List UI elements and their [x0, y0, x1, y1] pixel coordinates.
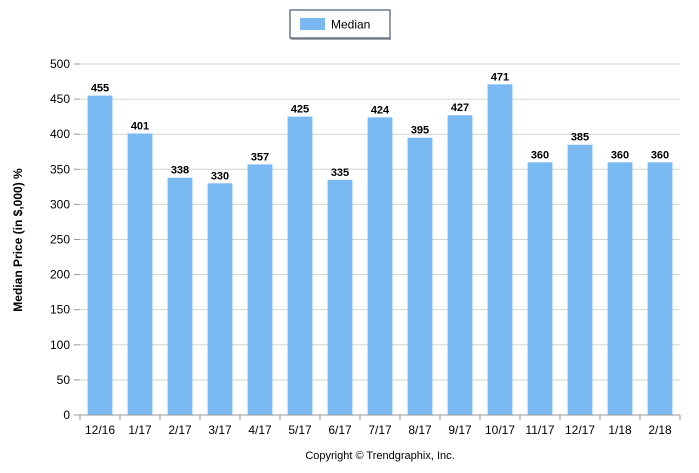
bar	[607, 162, 633, 415]
bar	[527, 162, 553, 415]
data-label: 335	[331, 167, 349, 179]
x-tick-label: 10/17	[485, 423, 515, 437]
data-label: 360	[651, 149, 669, 161]
bar	[327, 179, 353, 415]
data-label: 455	[91, 83, 109, 95]
bar	[247, 164, 273, 415]
x-tick-label: 11/17	[525, 423, 554, 437]
x-tick-label: 2/17	[168, 423, 192, 437]
y-tick-label: 100	[50, 338, 70, 352]
x-tick-label: 5/17	[288, 423, 312, 437]
legend-label: Median	[331, 18, 370, 32]
y-tick-label: 350	[50, 162, 70, 176]
y-axis-ticks: 0 50 100 150 200 250 300 350 400 450 500	[50, 57, 80, 422]
legend: Median	[289, 9, 391, 40]
x-tick-label: 12/17	[565, 423, 595, 437]
data-label: 338	[171, 165, 189, 177]
x-tick-label: 1/17	[128, 423, 152, 437]
data-label: 471	[491, 71, 509, 83]
bar	[87, 95, 113, 415]
x-tick-label: 4/17	[248, 423, 272, 437]
bar	[287, 116, 313, 416]
x-tick-label: 6/17	[328, 423, 352, 437]
x-tick-label: 3/17	[208, 423, 232, 437]
y-tick-label: 50	[57, 373, 71, 387]
data-label: 424	[371, 104, 390, 116]
x-tick-label: 9/17	[448, 423, 472, 437]
x-tick-label: 8/17	[408, 423, 432, 437]
x-axis-ticks: 12/16 1/17 2/17 3/17 4/17 5/17 6/17 7/17 8/17 9/1…	[79, 415, 681, 437]
bar	[647, 162, 673, 415]
data-label: 427	[451, 102, 469, 114]
y-tick-label: 400	[50, 127, 70, 141]
data-label: 401	[131, 120, 149, 132]
y-tick-label: 200	[50, 268, 70, 282]
data-label: 360	[611, 149, 629, 161]
data-label: 385	[571, 132, 589, 144]
bar	[167, 177, 193, 415]
x-tick-label: 12/16	[85, 423, 115, 437]
y-tick-label: 500	[50, 57, 70, 71]
bar	[367, 117, 393, 416]
y-tick-label: 450	[50, 92, 70, 106]
data-labels: 455 401 338 330 357 425 335 424 395 427 471 360 385 3…	[91, 71, 669, 182]
x-tick-label: 1/18	[608, 423, 632, 437]
bar	[127, 133, 153, 416]
y-tick-label: 300	[50, 197, 70, 211]
bar	[487, 84, 513, 415]
x-tick-label: 7/17	[368, 423, 392, 437]
data-label: 395	[411, 125, 429, 137]
data-label: 425	[291, 104, 309, 116]
x-tick-label: 2/18	[648, 423, 672, 437]
bar	[207, 183, 233, 415]
legend-swatch	[300, 18, 325, 30]
copyright-text: Copyright © Trendgraphix, Inc.	[305, 450, 454, 462]
data-label: 357	[251, 151, 269, 163]
y-tick-label: 150	[50, 303, 70, 317]
bar	[407, 137, 433, 415]
y-tick-label: 0	[63, 408, 70, 422]
data-label: 360	[531, 149, 549, 161]
bar	[447, 115, 473, 415]
data-label: 330	[211, 170, 229, 182]
bars	[87, 84, 673, 416]
bar	[567, 144, 593, 416]
y-tick-label: 250	[50, 233, 70, 247]
y-axis-title: Median Price (in $,000) %	[11, 168, 25, 312]
